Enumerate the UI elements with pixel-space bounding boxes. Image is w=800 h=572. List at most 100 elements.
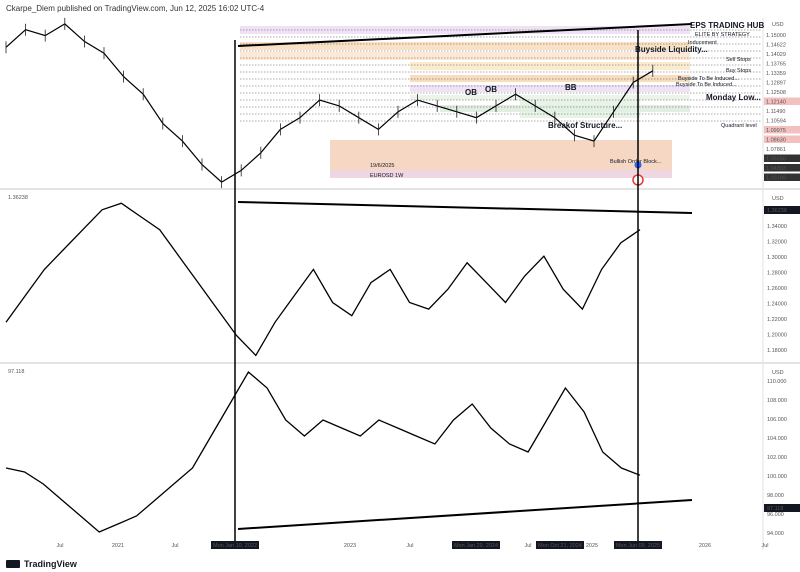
y-tick-label: 98.000 bbox=[767, 493, 784, 499]
price-label: 1.09975 bbox=[766, 128, 786, 134]
current-price-label: 97.118 bbox=[767, 506, 783, 512]
trend-line bbox=[237, 499, 693, 530]
y-tick-label: 1.24000 bbox=[767, 302, 787, 308]
chart-annotation: Sell Stops bbox=[726, 57, 751, 63]
chart-annotation: OB bbox=[465, 88, 477, 97]
x-tick-label: 2025 bbox=[586, 543, 598, 549]
y-tick-label: 102.000 bbox=[767, 455, 787, 461]
date-label: Mon Jan 29, 2024 bbox=[454, 543, 498, 549]
chart-annotation: Monday Low... bbox=[706, 93, 761, 102]
price-label: 1.14622 bbox=[766, 43, 786, 49]
price-label-bg bbox=[764, 145, 800, 153]
currency-label: USD bbox=[772, 370, 784, 376]
price-label: 1.10594 bbox=[766, 119, 786, 125]
current-price-label: 1.36238 bbox=[767, 208, 787, 214]
price-label-bg bbox=[764, 173, 800, 181]
chart-annotation: Buy Stops bbox=[726, 68, 751, 74]
panel2-line bbox=[5, 202, 641, 357]
price-label-bg bbox=[764, 69, 800, 77]
chart-annotation: ELITE BY STRATEGY bbox=[695, 32, 750, 38]
price-label: 1.03169 bbox=[766, 176, 786, 182]
price-label: 1.13765 bbox=[766, 62, 786, 68]
tradingview-brand: TradingView bbox=[24, 559, 77, 569]
publisher-header: Ckarpe_Diem published on TradingView.com… bbox=[6, 4, 265, 13]
price-label-bg bbox=[764, 40, 800, 48]
order-block-zone bbox=[410, 75, 690, 82]
price-label-bg bbox=[764, 164, 800, 172]
chart-annotation: BB bbox=[565, 83, 577, 92]
date-label-bg bbox=[614, 541, 662, 549]
x-tick-label: Jul bbox=[761, 543, 768, 549]
y-tick-label: 1.18000 bbox=[767, 348, 787, 354]
x-tick-label: Jul bbox=[524, 543, 531, 549]
price-label: 1.15000 bbox=[766, 33, 786, 39]
price-label-bg bbox=[764, 116, 800, 124]
date-label: Mon Jan 10, 2022 bbox=[213, 543, 257, 549]
order-block-zone bbox=[410, 62, 690, 70]
price-label: 1.12508 bbox=[766, 90, 786, 96]
x-tick-label: Jul bbox=[406, 543, 413, 549]
currency-label: USD bbox=[772, 196, 784, 202]
price-label-bg bbox=[764, 97, 800, 105]
chart-annotation: Breakof Structure... bbox=[548, 121, 622, 130]
tradingview-logo: TradingView bbox=[6, 559, 77, 569]
y-tick-label: 1.34000 bbox=[767, 224, 787, 230]
price-label: 1.04803 bbox=[766, 166, 786, 172]
chart-annotation: EUROSD 1W bbox=[370, 173, 404, 179]
price-label: 1.11490 bbox=[766, 109, 785, 115]
currency-label: USD bbox=[772, 22, 784, 28]
y-tick-label: 1.32000 bbox=[767, 240, 787, 246]
date-label-bg bbox=[452, 541, 500, 549]
y-tick-label: 1.28000 bbox=[767, 271, 787, 277]
x-tick-label: Jul bbox=[56, 543, 63, 549]
x-tick-label: 2026 bbox=[699, 543, 711, 549]
price-label-bg bbox=[764, 135, 800, 143]
tradingview-icon bbox=[6, 560, 20, 568]
date-label: Mon Oct 21, 2024 bbox=[538, 543, 582, 549]
date-label-bg bbox=[536, 541, 584, 549]
y-tick-label: 1.30000 bbox=[767, 255, 787, 261]
chart-annotation: Inducement bbox=[688, 40, 717, 46]
panel2-value: 1.36238 bbox=[8, 195, 28, 201]
y-tick-label: 1.22000 bbox=[767, 317, 787, 323]
current-price-bg bbox=[764, 504, 800, 512]
order-block-zone bbox=[410, 95, 690, 100]
chart-annotation: OB bbox=[485, 85, 497, 94]
chart-annotation: 19/6/2025 bbox=[370, 163, 394, 169]
y-tick-label: 108.000 bbox=[767, 398, 787, 404]
price-label: 1.14029 bbox=[766, 52, 786, 58]
x-tick-label: 2021 bbox=[112, 543, 124, 549]
price-label: 1.13359 bbox=[766, 71, 786, 77]
price-label: 1.05550 bbox=[766, 157, 786, 163]
y-tick-label: 1.26000 bbox=[767, 286, 787, 292]
y-tick-label: 94.000 bbox=[767, 531, 784, 537]
order-block-zone bbox=[240, 52, 690, 60]
x-tick-label: 2023 bbox=[344, 543, 356, 549]
trend-line bbox=[237, 23, 693, 47]
chart-annotation: EPS TRADING HUB bbox=[690, 21, 764, 30]
price-label-bg bbox=[764, 78, 800, 86]
chart-annotation: Buyside To Be Induced... bbox=[676, 82, 737, 88]
price-label-bg bbox=[764, 50, 800, 58]
chart-annotation: Quadrant level bbox=[721, 123, 757, 129]
y-tick-label: 100.000 bbox=[767, 474, 787, 480]
y-tick-label: 96.000 bbox=[767, 512, 784, 518]
order-block-zone bbox=[240, 42, 690, 50]
price-label-bg bbox=[764, 126, 800, 134]
order-block-zone bbox=[520, 100, 640, 118]
date-label-bg bbox=[211, 541, 259, 549]
panel3-value: 97.118 bbox=[8, 369, 24, 375]
price-label-bg bbox=[764, 154, 800, 162]
price-label: 1.12140 bbox=[766, 100, 786, 106]
price-label-bg bbox=[764, 88, 800, 96]
y-tick-label: 106.000 bbox=[767, 417, 787, 423]
price-label-bg bbox=[764, 31, 800, 39]
order-block-zone bbox=[330, 140, 672, 170]
order-block-zone bbox=[410, 85, 690, 92]
panel3-line bbox=[5, 370, 641, 533]
price-label: 1.08630 bbox=[766, 138, 786, 144]
price-label-bg bbox=[764, 59, 800, 67]
price-label: 1.12897 bbox=[766, 81, 786, 87]
price-label-bg bbox=[764, 107, 800, 115]
